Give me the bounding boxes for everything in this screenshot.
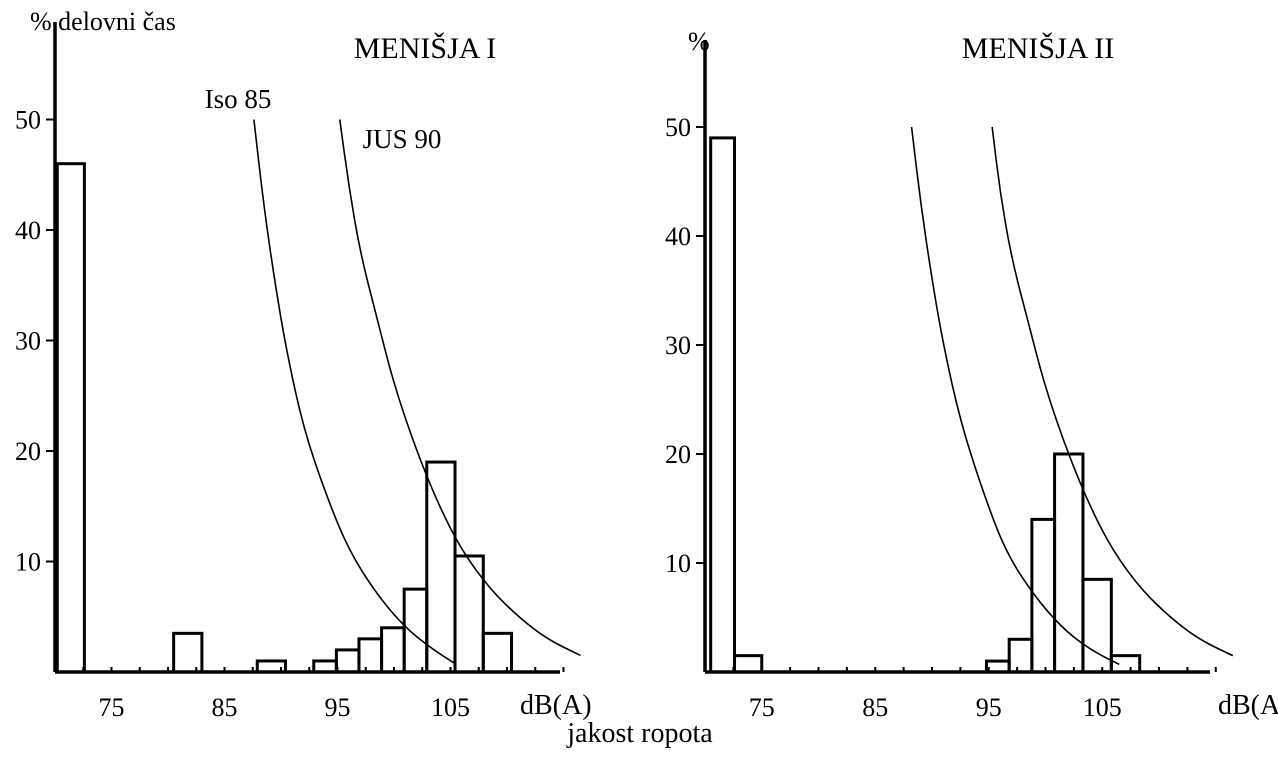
y-tick-label: 10 (665, 549, 691, 578)
x-tick-label: 75 (749, 693, 775, 722)
histogram-bar (172, 631, 204, 674)
curve-label: Iso 85 (205, 84, 272, 114)
histogram-bar (1109, 654, 1142, 674)
y-tick-label: 20 (665, 440, 691, 469)
x-tick-label: 85 (862, 693, 888, 722)
histogram-bar (1081, 577, 1113, 674)
histogram-bar (55, 162, 86, 674)
histogram-bar (425, 460, 457, 674)
panel-menisja-1: 10 20 30 40 50 75 85 95 105 Iso 85 JUS 90 MENIŠJA I… (15, 7, 592, 722)
x-tick-label: 105 (1083, 693, 1122, 722)
histogram-bar (1053, 452, 1085, 674)
x-tick-label: 75 (99, 693, 125, 722)
panel-menisja-2: 10 20 30 40 50 75 85 95 105 MENIŠJA II% dB(A) (665, 27, 1278, 722)
x-tick-label: 105 (431, 693, 470, 722)
y-tick-label: 20 (15, 437, 41, 466)
limit-curve (253, 119, 457, 665)
x-tick-label: 85 (212, 693, 238, 722)
x-axis-label: dB(A) (1218, 690, 1278, 721)
histogram-bar (255, 659, 288, 674)
y-tick-label: 50 (15, 106, 41, 135)
x-tick-label: 95 (325, 693, 351, 722)
x-axis-title: jakost ropota (566, 718, 713, 749)
histogram-bar (453, 554, 485, 674)
chart-title: MENIŠJA I (354, 32, 497, 65)
histogram-bar (334, 648, 361, 674)
y-tick-label: 10 (15, 548, 41, 577)
limit-curve (991, 126, 1234, 657)
histogram-bar (733, 654, 764, 674)
y-tick-label: 30 (15, 327, 41, 356)
y-axis-label: % (688, 27, 710, 56)
curve-label: JUS 90 (363, 124, 442, 154)
histogram-bar (481, 631, 514, 674)
y-tick-label: 30 (665, 331, 691, 360)
chart-title: MENIŠJA II (962, 32, 1115, 65)
histogram-bar (380, 626, 406, 674)
y-axis-label: % delovni čas (30, 7, 176, 36)
y-tick-label: 40 (665, 222, 691, 251)
limit-curve (338, 119, 581, 657)
limit-curve (910, 126, 1120, 666)
histogram-bar (402, 587, 429, 674)
y-tick-label: 40 (15, 216, 41, 245)
y-tick-label: 50 (665, 113, 691, 142)
histogram-bar (709, 136, 737, 674)
x-tick-label: 95 (976, 693, 1002, 722)
histogram-bar (1007, 637, 1034, 674)
histogram-bar (357, 637, 384, 674)
x-axis-label: dB(A) (520, 690, 592, 721)
